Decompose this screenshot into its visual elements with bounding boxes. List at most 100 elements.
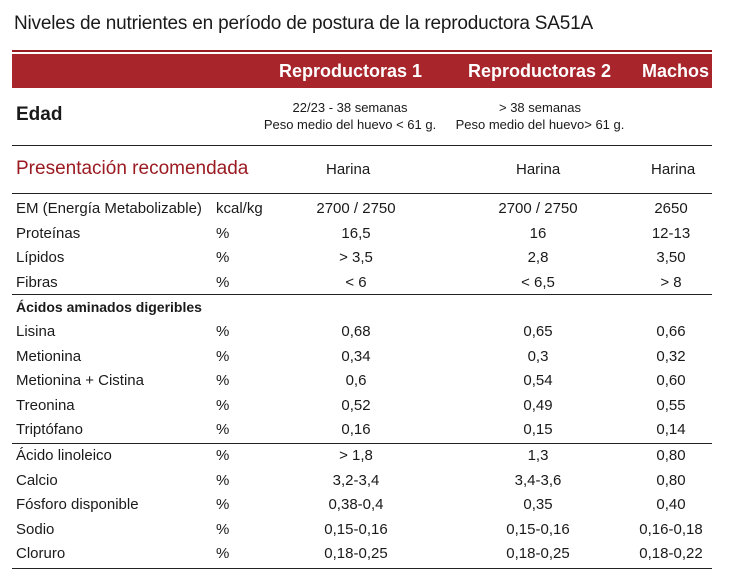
edad-r1-range: 22/23 - 38 semanas <box>292 100 408 115</box>
nutrient-unit: % <box>216 224 230 242</box>
nutrient-name: Sodio <box>16 520 55 538</box>
nutrient-unit: % <box>216 372 230 390</box>
nutrient-name: Triptófano <box>16 421 83 439</box>
value-reproductoras-2: 2,8 <box>527 249 549 267</box>
value-reproductoras-1: 0,6 <box>345 372 367 390</box>
table-row: Ácido linoleico% > 1,8 1,3 0,80 <box>0 447 736 471</box>
value-reproductoras-1: 2700 / 2750 <box>316 200 396 217</box>
nutrient-unit: kcal/kg <box>216 200 263 217</box>
nutrient-name: Lípidos <box>16 249 65 267</box>
value-machos: 3,50 <box>656 249 686 267</box>
value-reproductoras-2: 1,3 <box>527 447 549 464</box>
nutrient-name: EM (Energía Metabolizable) <box>16 200 202 217</box>
table-row: Triptófano% 0,16 0,15 0,14 <box>0 421 736 445</box>
value-reproductoras-1: 0,38-0,4 <box>328 496 384 514</box>
value-reproductoras-2: 0,15-0,16 <box>506 520 570 538</box>
value-reproductoras-1: < 6 <box>345 273 367 291</box>
divider-group1 <box>12 294 712 295</box>
nutrient-unit: % <box>216 396 230 414</box>
presentacion-label: Presentación recomendada <box>16 158 249 179</box>
nutrient-name: Lisina <box>16 323 56 340</box>
table-row: Treonina% 0,52 0,49 0,55 <box>0 397 736 421</box>
value-reproductoras-1: 3,2-3,4 <box>332 471 380 489</box>
value-reproductoras-1: > 1,8 <box>339 447 373 464</box>
nutrient-unit: % <box>216 471 230 489</box>
nutrient-name: Proteínas <box>16 224 81 242</box>
value-reproductoras-2: 16 <box>529 224 547 242</box>
value-machos: > 8 <box>660 273 682 291</box>
presentacion-r2: Harina <box>516 161 561 178</box>
title-divider <box>12 50 712 52</box>
presentacion-m: Harina <box>651 161 696 178</box>
divider-bottom <box>12 568 712 569</box>
value-machos: 0,80 <box>656 471 686 489</box>
value-reproductoras-1: 0,16 <box>341 421 371 439</box>
table-row: Metionina% 0,34 0,3 0,32 <box>0 348 736 372</box>
value-reproductoras-2: 0,35 <box>523 496 553 514</box>
nutrient-unit: % <box>216 520 230 538</box>
value-reproductoras-1: > 3,5 <box>339 249 373 267</box>
divider-edad <box>12 145 712 146</box>
nutrient-unit: % <box>216 447 230 464</box>
value-machos: 0,66 <box>656 323 686 340</box>
table-row: Lípidos% > 3,5 2,8 3,50 <box>0 249 736 273</box>
nutrient-name: Fibras <box>16 273 58 291</box>
nutrient-name: Cloruro <box>16 545 66 563</box>
value-machos: 2650 <box>654 200 688 217</box>
table-row: Cloruro% 0,18-0,25 0,18-0,25 0,18-0,22 <box>0 545 736 569</box>
nutrient-name: Metionina <box>16 347 82 365</box>
value-reproductoras-2: 0,65 <box>523 323 553 340</box>
value-machos: 0,18-0,22 <box>639 545 703 563</box>
value-machos: 0,40 <box>656 496 686 514</box>
value-reproductoras-1: 0,15-0,16 <box>324 520 388 538</box>
header-bar: Reproductoras 1 Reproductoras 2 Machos <box>12 54 712 88</box>
divider-group2 <box>12 443 712 444</box>
nutrient-unit: % <box>216 323 230 340</box>
edad-r1-weight: Peso medio del huevo < 61 g. <box>263 117 437 132</box>
table-row: Lisina% 0,68 0,65 0,66 <box>0 323 736 347</box>
nutrient-unit: % <box>216 249 230 267</box>
table-row: Sodio% 0,15-0,16 0,15-0,16 0,16-0,18 <box>0 521 736 545</box>
value-reproductoras-2: 0,18-0,25 <box>506 545 570 563</box>
nutrient-name: Treonina <box>16 396 75 414</box>
table-row: EM (Energía Metabolizable) kcal/kg 2700 / … <box>0 200 736 224</box>
nutrient-name: Ácido linoleico <box>16 447 112 464</box>
nutrient-name: Calcio <box>16 471 58 489</box>
edad-r2-weight: Peso medio del huevo> 61 g. <box>455 117 625 132</box>
value-reproductoras-1: 0,18-0,25 <box>324 545 388 563</box>
header-machos: Machos <box>642 61 710 81</box>
nutrient-unit: % <box>216 347 230 365</box>
value-machos: 0,16-0,18 <box>639 520 703 538</box>
nutrient-unit: % <box>216 496 230 514</box>
edad-r2-range: > 38 semanas <box>498 100 582 115</box>
value-reproductoras-2: 0,49 <box>523 396 553 414</box>
header-reproductoras-1: Reproductoras 1 <box>279 61 423 81</box>
value-reproductoras-1: 16,5 <box>341 224 371 242</box>
value-reproductoras-1: 0,52 <box>341 396 371 414</box>
value-machos: 0,32 <box>656 347 686 365</box>
nutrient-name: Fósforo disponible <box>16 496 139 514</box>
value-machos: 0,60 <box>656 372 686 390</box>
nutrient-name: Metionina + Cistina <box>16 372 144 390</box>
table-row: Fósforo disponible% 0,38-0,4 0,35 0,40 <box>0 496 736 520</box>
table-row: Calcio% 3,2-3,4 3,4-3,6 0,80 <box>0 472 736 496</box>
nutrient-unit: % <box>216 545 230 563</box>
table-row: Proteínas% 16,5 16 12-13 <box>0 225 736 249</box>
value-reproductoras-1: 0,68 <box>341 323 371 340</box>
value-reproductoras-2: 3,4-3,6 <box>514 471 562 489</box>
value-reproductoras-2: 0,3 <box>527 347 549 365</box>
table-row: Metionina + Cistina% 0,6 0,54 0,60 <box>0 372 736 396</box>
value-reproductoras-2: 0,15 <box>523 421 553 439</box>
section-amino-acids: Ácidos aminados digeribles <box>16 299 202 315</box>
value-reproductoras-2: < 6,5 <box>521 273 555 291</box>
value-machos: 0,80 <box>656 447 686 464</box>
edad-r1: 22/23 - 38 semanas Peso medio del huevo … <box>250 99 450 133</box>
value-reproductoras-2: 2700 / 2750 <box>498 200 578 217</box>
edad-label: Edad <box>16 104 63 125</box>
value-machos: 0,55 <box>656 396 686 414</box>
value-machos: 12-13 <box>651 224 691 242</box>
value-reproductoras-1: 0,34 <box>341 347 371 365</box>
presentacion-r1: Harina <box>326 161 371 178</box>
page-title: Niveles de nutrientes en período de post… <box>14 13 593 34</box>
header-reproductoras-2: Reproductoras 2 <box>468 61 612 81</box>
